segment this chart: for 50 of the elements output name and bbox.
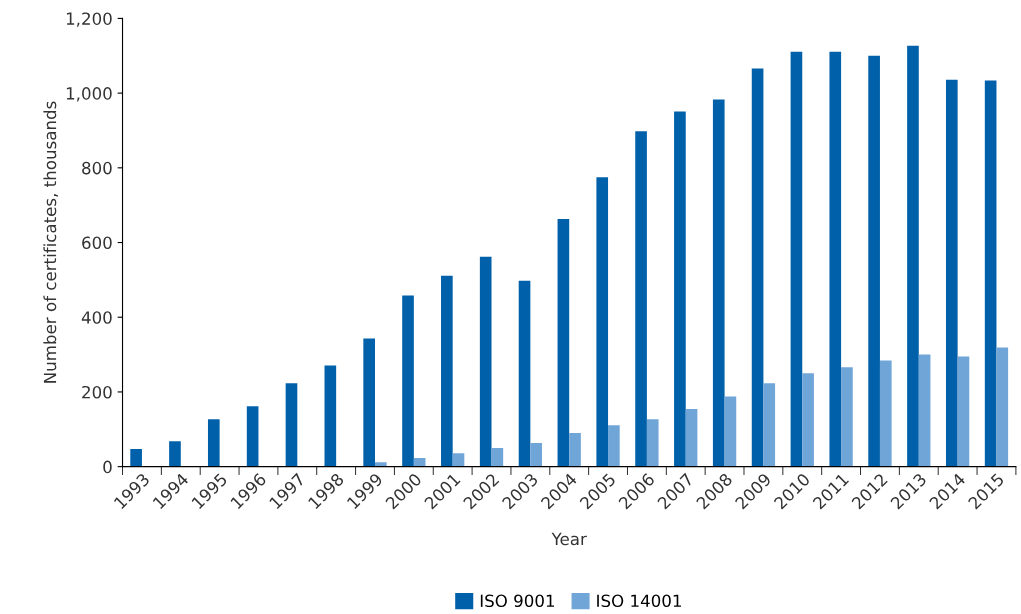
x-axis-title: Year [551, 532, 587, 546]
bar [207, 419, 220, 467]
bar [945, 79, 958, 467]
y-tick-label: 200 [82, 385, 112, 399]
bar [246, 406, 259, 467]
bar [441, 275, 453, 467]
bar [879, 360, 892, 467]
bar [829, 51, 842, 467]
bar [646, 419, 659, 467]
y-tick-label: 600 [82, 236, 112, 250]
bar [557, 219, 570, 467]
bar [608, 425, 620, 467]
bar [712, 99, 725, 467]
bar [518, 280, 531, 467]
y-tick-label: 800 [82, 161, 112, 175]
bar [685, 409, 698, 467]
legend-label: ISO 14001 [597, 594, 681, 608]
bar [763, 383, 776, 467]
bar [530, 443, 543, 467]
bar [907, 45, 919, 467]
bar [596, 177, 609, 467]
y-tick-label: 0 [103, 460, 112, 474]
bar [841, 367, 853, 467]
bar [402, 295, 414, 467]
bar [130, 449, 142, 467]
bar [635, 131, 647, 467]
bar [569, 433, 581, 467]
y-tick-label: 1,000 [66, 87, 112, 102]
bar [996, 347, 1009, 467]
bar [479, 256, 492, 467]
bar [285, 383, 298, 467]
bar [724, 396, 737, 467]
bar [169, 441, 181, 467]
bar [751, 68, 764, 467]
bar [957, 356, 970, 467]
bar [868, 55, 880, 467]
bar [918, 354, 931, 467]
bar [674, 111, 686, 467]
legend-label: ISO 9001 [480, 594, 555, 608]
y-tick-label: 1,200 [66, 12, 112, 27]
bar [790, 51, 803, 467]
bar [363, 338, 375, 467]
bar [452, 453, 465, 467]
bar [324, 365, 337, 467]
bar [802, 373, 814, 467]
y-axis-title: Number of certificates, thousands [43, 101, 58, 383]
y-tick-label: 400 [81, 311, 112, 324]
bar [491, 447, 504, 467]
bar [375, 462, 387, 467]
bar [984, 80, 997, 467]
